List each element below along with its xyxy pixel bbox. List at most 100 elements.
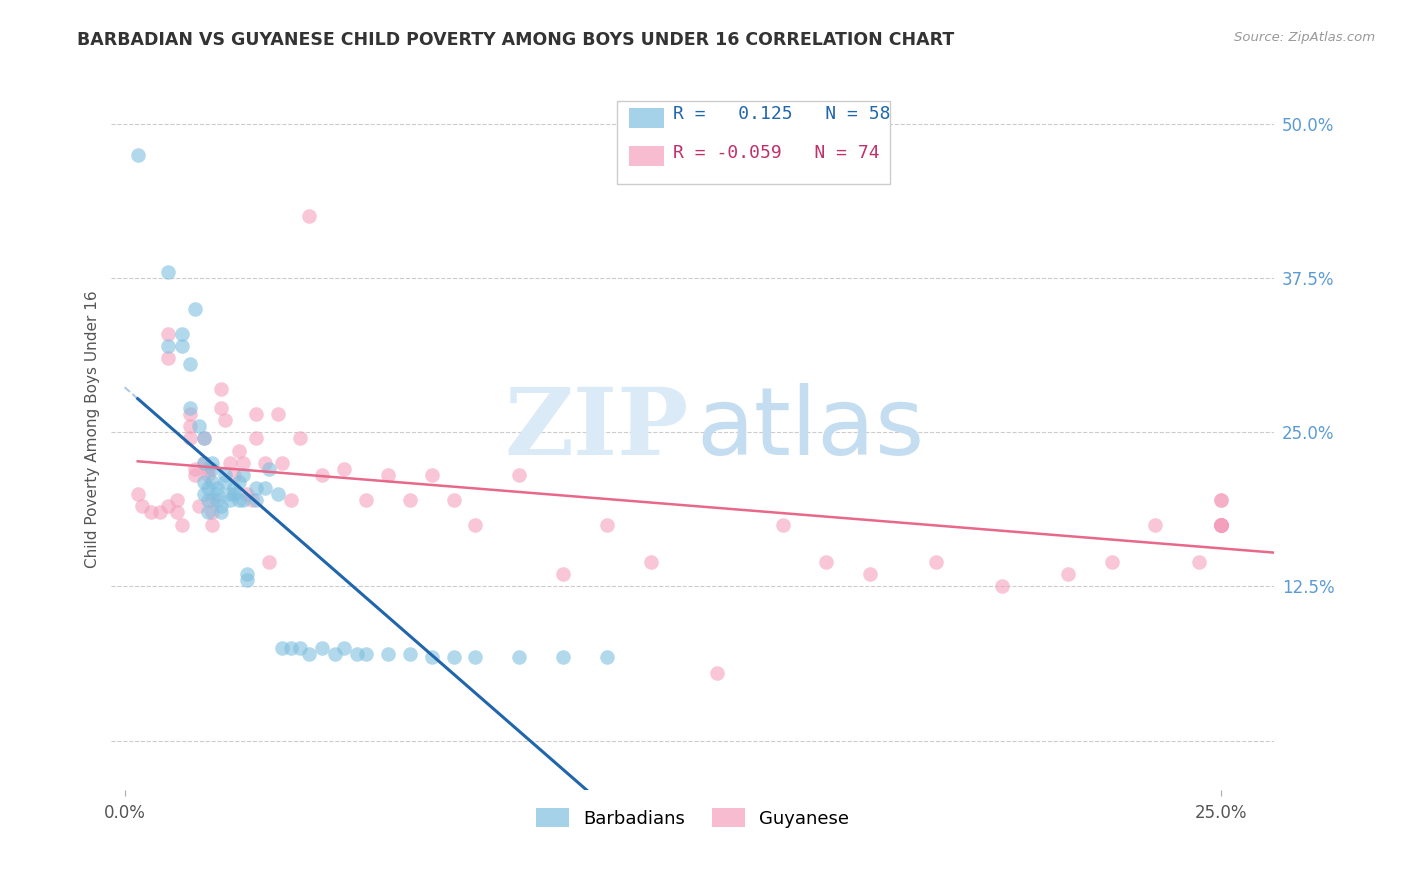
Point (508, 468, 530, 483)
Point (205, 487, 228, 501)
Point (311, 641, 333, 656)
Point (201, 517, 224, 532)
Point (280, 641, 302, 656)
Point (398, 493, 420, 508)
Point (354, 493, 377, 508)
Point (232, 493, 254, 508)
Point (420, 649, 443, 664)
Point (245, 432, 267, 446)
Point (298, 210, 321, 224)
Point (398, 647, 420, 661)
Point (1211, 517, 1233, 532)
Point (214, 413, 236, 427)
Point (197, 493, 219, 508)
Point (298, 647, 321, 661)
Point (508, 649, 530, 664)
Point (209, 500, 232, 514)
Point (236, 487, 259, 501)
Point (232, 456, 254, 470)
Point (184, 301, 207, 316)
Point (259, 462, 281, 476)
Point (323, 647, 346, 661)
Point (333, 462, 356, 476)
Point (1211, 493, 1233, 508)
Point (236, 574, 259, 588)
Point (209, 506, 232, 520)
Point (157, 500, 180, 514)
Point (245, 481, 267, 495)
Point (228, 475, 250, 489)
Point (420, 468, 443, 483)
Legend: Barbadians, Guyanese: Barbadians, Guyanese (529, 801, 856, 835)
Point (201, 456, 224, 470)
Point (149, 506, 172, 520)
Point (1211, 517, 1233, 532)
Point (267, 407, 290, 421)
Point (170, 517, 193, 532)
Point (1101, 555, 1123, 569)
Point (232, 468, 254, 483)
Point (179, 407, 201, 421)
FancyBboxPatch shape (628, 145, 664, 166)
Point (197, 481, 219, 495)
FancyBboxPatch shape (628, 108, 664, 128)
Point (209, 382, 232, 396)
Point (193, 432, 215, 446)
Point (236, 567, 259, 582)
Point (157, 265, 180, 279)
Text: R = -0.059   N = 74: R = -0.059 N = 74 (673, 144, 880, 162)
Point (224, 481, 246, 495)
Point (596, 517, 619, 532)
Point (201, 475, 224, 489)
Point (209, 401, 232, 415)
FancyBboxPatch shape (617, 101, 890, 184)
Point (553, 567, 575, 582)
Point (1211, 517, 1233, 532)
Point (193, 475, 215, 489)
Point (1144, 517, 1167, 532)
Point (1211, 517, 1233, 532)
Point (354, 647, 377, 661)
Point (925, 555, 948, 569)
Point (197, 462, 219, 476)
Point (197, 506, 219, 520)
Point (201, 462, 224, 476)
Point (193, 456, 215, 470)
Point (201, 493, 224, 508)
Point (553, 649, 575, 664)
Point (346, 647, 368, 661)
Point (271, 641, 294, 656)
Point (224, 487, 246, 501)
Point (218, 493, 240, 508)
Point (1211, 517, 1233, 532)
Point (170, 326, 193, 341)
Point (170, 339, 193, 353)
Point (443, 493, 465, 508)
Point (179, 401, 201, 415)
Point (280, 493, 302, 508)
Point (1056, 567, 1078, 582)
Point (267, 487, 290, 501)
Point (859, 567, 882, 582)
Point (193, 432, 215, 446)
Point (377, 468, 399, 483)
Point (228, 493, 250, 508)
Point (311, 468, 333, 483)
Point (596, 649, 619, 664)
Point (127, 148, 149, 162)
Point (157, 339, 180, 353)
Point (253, 481, 276, 495)
Point (184, 462, 207, 476)
Point (131, 500, 153, 514)
Point (1188, 555, 1211, 569)
Point (443, 649, 465, 664)
Point (157, 351, 180, 366)
Point (139, 506, 162, 520)
Point (288, 432, 311, 446)
Point (288, 641, 311, 656)
Point (166, 506, 188, 520)
Point (157, 326, 180, 341)
Point (1211, 517, 1233, 532)
Point (205, 481, 228, 495)
Point (1211, 517, 1233, 532)
